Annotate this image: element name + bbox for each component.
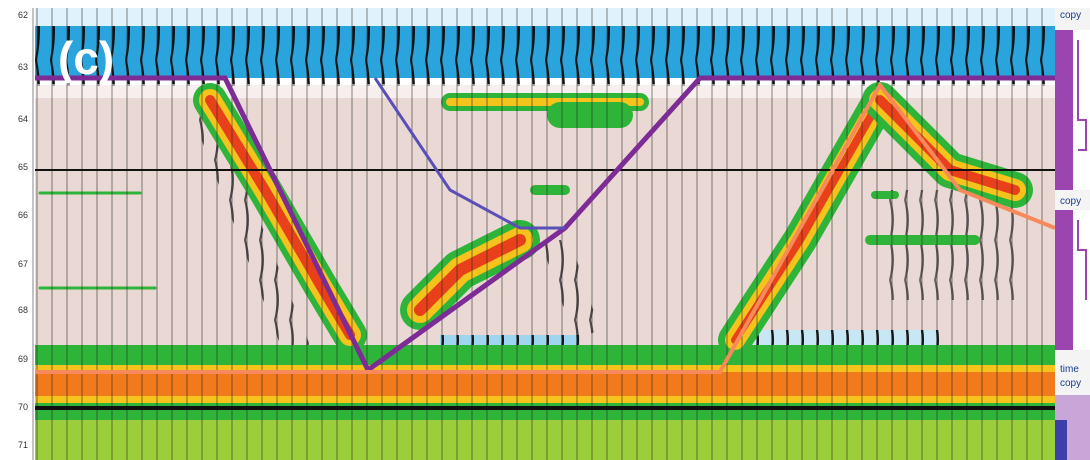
axis-label: 62 (18, 10, 28, 20)
side-panel: copy copy time copy (1055, 8, 1090, 460)
figure-label: (c) (58, 32, 114, 84)
side-label: time (1060, 364, 1079, 375)
side-label: copy (1060, 10, 1081, 21)
axis-labels: 62 63 64 65 66 67 68 69 70 71 (18, 10, 28, 450)
purple-horizon (35, 75, 1055, 374)
axis-label: 71 (18, 440, 28, 450)
axis-label: 68 (18, 305, 28, 315)
blue-horizon (373, 77, 565, 230)
trace-lines (35, 8, 1055, 460)
axis-label: 65 (18, 162, 28, 172)
axis-label: 67 (18, 259, 28, 269)
axis-label: 66 (18, 210, 28, 220)
side-label: copy (1060, 196, 1081, 207)
orange-horizon (35, 81, 1056, 374)
axis-label: 63 (18, 62, 28, 72)
axis-label: 70 (18, 402, 28, 412)
side-label: copy (1060, 378, 1081, 389)
axis-label: 69 (18, 354, 28, 364)
axis-label: 64 (18, 114, 28, 124)
